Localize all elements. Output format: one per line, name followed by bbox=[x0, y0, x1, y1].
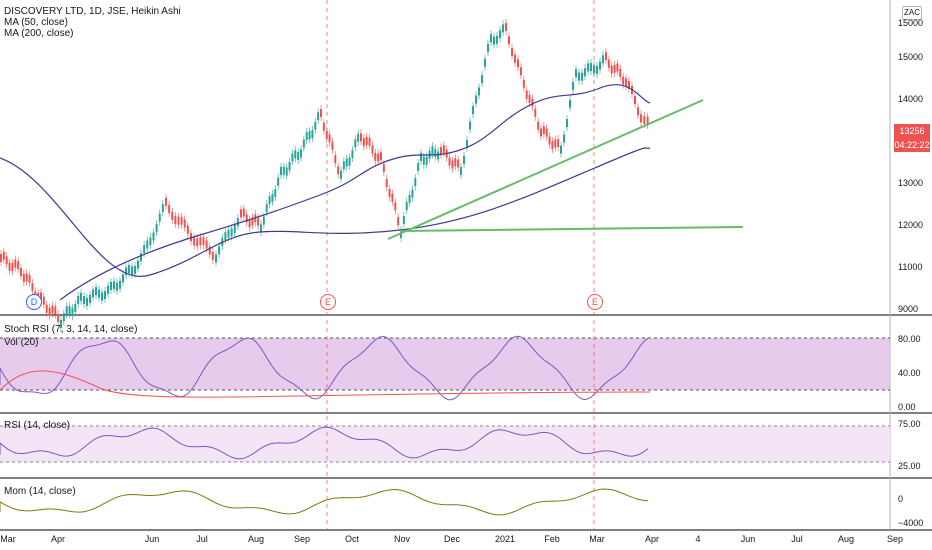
mom-tick: 0 bbox=[898, 494, 904, 504]
time-tick: 4 bbox=[695, 534, 701, 544]
rsi-band bbox=[0, 426, 890, 462]
rsi-label[interactable]: RSI (14, close) bbox=[4, 420, 71, 431]
rsi-tick: 75.00 bbox=[898, 419, 921, 429]
time-tick: Oct bbox=[344, 534, 360, 544]
price-tick: 9000 bbox=[898, 304, 919, 314]
stoch-band bbox=[0, 338, 890, 390]
time-tick: Jul bbox=[791, 534, 803, 544]
time-tick: Jun bbox=[740, 534, 756, 544]
time-tick: Apr bbox=[50, 534, 66, 544]
time-tick: Jun bbox=[144, 534, 160, 544]
momentum-label[interactable]: Mom (14, close) bbox=[4, 486, 76, 497]
time-tick: 2021 bbox=[494, 534, 516, 544]
mom-tick: −4000 bbox=[898, 518, 924, 528]
price-tick: 15000 bbox=[898, 18, 924, 28]
time-tick: Nov bbox=[393, 534, 411, 544]
earnings-event-icon[interactable]: E bbox=[587, 294, 603, 310]
ma200-line bbox=[0, 147, 651, 277]
symbol-title: DISCOVERY LTD, 1D, JSE, Heikin Ashi bbox=[4, 6, 181, 17]
time-tick: Feb bbox=[544, 534, 560, 544]
ma200-legend[interactable]: MA (200, close) bbox=[4, 28, 74, 39]
countdown-badge: 04:22:22 bbox=[894, 138, 930, 152]
price-tick: 14000 bbox=[898, 94, 924, 104]
price-tick: 12000 bbox=[898, 220, 924, 230]
price-tick: 13000 bbox=[898, 178, 924, 188]
time-tick: Jul bbox=[196, 534, 208, 544]
stoch-rsi-label[interactable]: Stoch RSI (7, 3, 14, 14, close) bbox=[4, 324, 138, 335]
volume-label[interactable]: Vol (20) bbox=[4, 337, 39, 348]
chart-title: DISCOVERY LTD, 1D, JSE, Heikin Ashi MA (… bbox=[4, 6, 181, 39]
time-tick: Aug bbox=[247, 534, 265, 544]
trendline-rising bbox=[387, 99, 704, 240]
earnings-event-icon[interactable]: E bbox=[320, 294, 336, 310]
dividend-event-icon[interactable]: D bbox=[26, 294, 42, 310]
time-tick: Sep bbox=[293, 534, 311, 544]
time-tick: Apr bbox=[644, 534, 660, 544]
price-tick: 11000 bbox=[898, 262, 923, 272]
currency-badge[interactable]: ZAC bbox=[902, 6, 922, 20]
time-tick: Mar bbox=[0, 534, 16, 544]
time-tick: Aug bbox=[837, 534, 855, 544]
trendline-support bbox=[399, 226, 744, 232]
volume-ma-line bbox=[0, 370, 651, 398]
stoch-tick: 0.00 bbox=[898, 402, 916, 412]
price-tick: 15000 bbox=[898, 52, 924, 62]
ma50-line bbox=[59, 84, 651, 301]
momentum-line bbox=[0, 488, 649, 516]
last-price-badge: 13256 bbox=[894, 124, 930, 138]
stoch-tick: 40.00 bbox=[898, 368, 921, 378]
rsi-tick: 25.00 bbox=[898, 461, 921, 471]
time-tick: Sep bbox=[886, 534, 904, 544]
rsi-line bbox=[0, 426, 649, 460]
stoch-tick: 80.00 bbox=[898, 334, 921, 344]
time-tick: Mar bbox=[589, 534, 605, 544]
time-tick: Dec bbox=[443, 534, 461, 544]
ma50-legend[interactable]: MA (50, close) bbox=[4, 17, 68, 28]
